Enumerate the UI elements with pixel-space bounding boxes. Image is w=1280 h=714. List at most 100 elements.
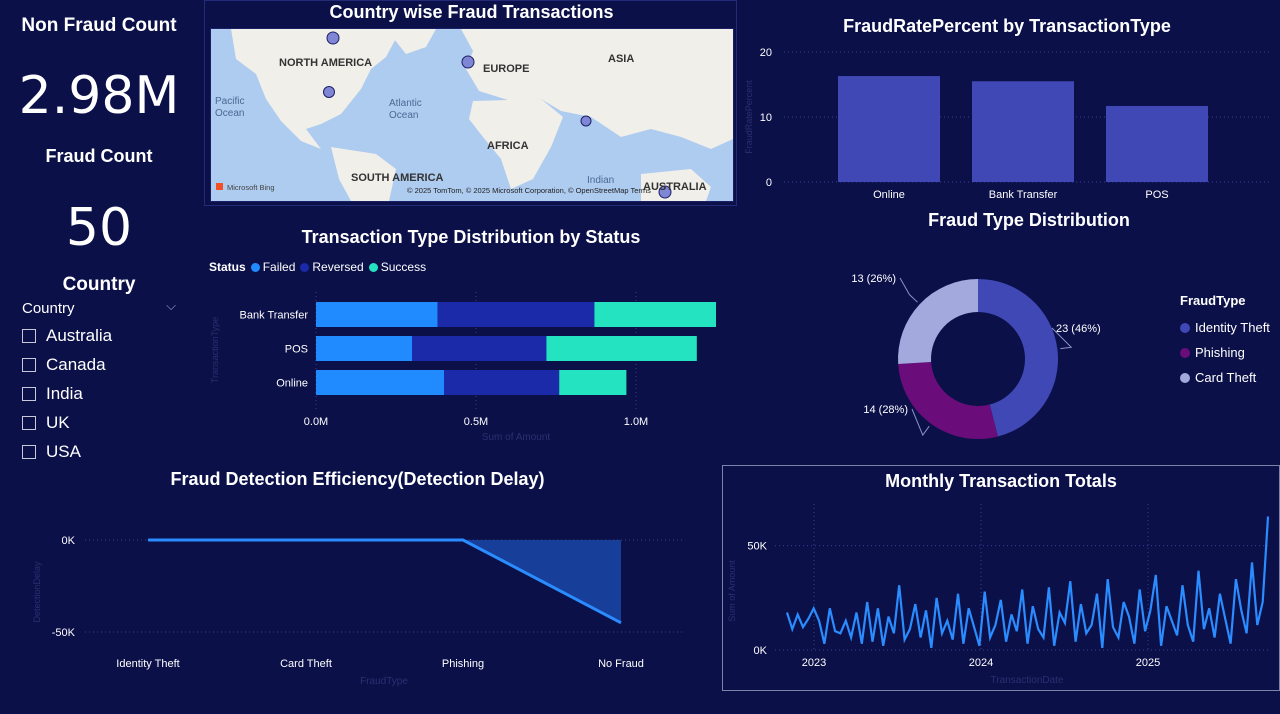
legend-identity-theft[interactable]: Identity Theft xyxy=(1180,315,1280,340)
map-label-indian: Indian xyxy=(587,175,614,186)
slicer-item-label: USA xyxy=(46,441,81,461)
legend-success-icon xyxy=(368,262,378,272)
legend-dot-icon xyxy=(1180,322,1190,333)
world-map[interactable]: NORTH AMERICA EUROPE ASIA AFRICA SOUTH A… xyxy=(211,29,733,201)
slicer-item-uk[interactable]: UK xyxy=(22,408,182,437)
map-point-india[interactable] xyxy=(580,115,592,127)
bar-segment[interactable] xyxy=(437,302,595,327)
legend-dot-icon xyxy=(1180,347,1190,358)
fraud-rate-chart[interactable]: 0 10 20 FraudRatePercent Online Bank Transfer… xyxy=(742,40,1272,205)
bing-logo-icon xyxy=(216,183,223,190)
fraud-rate-panel: FraudRatePercent by TransactionType 0 10 2… xyxy=(742,0,1272,205)
map-point-canada[interactable] xyxy=(326,31,340,45)
map-point-australia[interactable] xyxy=(658,185,672,199)
bar-segment[interactable] xyxy=(444,370,560,395)
leader-line xyxy=(911,408,930,437)
y-axis-label: FraudRatePercent xyxy=(744,80,754,154)
legend-dot-icon xyxy=(1180,372,1190,383)
map-attribution[interactable]: © 2025 TomTom, © 2025 Microsoft Corporat… xyxy=(407,186,651,195)
map-label-pacific: Pacific Ocean xyxy=(215,96,244,119)
checkbox-icon[interactable] xyxy=(22,415,36,430)
slicer-item-label: Australia xyxy=(46,325,113,345)
donut-slice[interactable] xyxy=(898,279,978,365)
donut-slice[interactable] xyxy=(898,361,998,439)
monthly-totals-chart[interactable]: 0K 50K Sum of Amount 2023 2024 2025 Transactio… xyxy=(723,496,1279,690)
y-tick-label: 0K xyxy=(62,535,76,547)
map-label-south-america: SOUTH AMERICA xyxy=(351,172,444,184)
legend-success[interactable]: Success xyxy=(380,260,427,274)
bar-segment[interactable] xyxy=(412,336,547,361)
y-tick-label: POS xyxy=(285,344,308,356)
type-status-title: Transaction Type Distribution by Status xyxy=(301,227,641,247)
series-line[interactable] xyxy=(148,538,622,625)
checkbox-icon[interactable] xyxy=(22,328,36,343)
detection-delay-chart[interactable]: 0K -50K DetectionDelay Identity Theft Card T… xyxy=(0,497,715,707)
leader-line xyxy=(1051,327,1073,350)
map-panel: Country wise Fraud Transactions NORTH AM… xyxy=(204,0,737,206)
x-tick-label: 2024 xyxy=(969,657,993,669)
x-tick-label: No Fraud xyxy=(598,658,644,670)
legend-title: Status xyxy=(209,260,246,274)
x-tick-label: 2025 xyxy=(1136,657,1160,669)
chevron-down-icon[interactable]: ⌵ xyxy=(166,298,176,313)
bar-segment[interactable] xyxy=(316,302,438,327)
fraud-type-donut[interactable]: 23 (46%) 14 (28%) 13 (26%) xyxy=(742,240,1172,450)
y-tick-label: 0K xyxy=(754,645,768,657)
detection-delay-panel: Fraud Detection Efficiency(Detection Del… xyxy=(0,462,715,707)
y-tick-label: Bank Transfer xyxy=(240,310,309,322)
slicer-item-label: India xyxy=(46,383,83,403)
bar-segment[interactable] xyxy=(316,336,412,361)
slicer-item-label: UK xyxy=(46,412,70,432)
checkbox-icon[interactable] xyxy=(22,386,36,401)
y-tick-label: Online xyxy=(276,378,308,390)
bar-segment[interactable] xyxy=(559,370,627,395)
map-canvas[interactable]: NORTH AMERICA EUROPE ASIA AFRICA SOUTH A… xyxy=(210,28,734,202)
bar[interactable] xyxy=(1106,105,1208,182)
map-point-uk[interactable] xyxy=(461,55,475,69)
y-axis-label: TransactionType xyxy=(210,317,220,383)
legend-phishing[interactable]: Phishing xyxy=(1180,340,1280,365)
data-label: 14 (28%) xyxy=(863,404,908,416)
series-line[interactable] xyxy=(785,516,1270,649)
slicer-item-canada[interactable]: Canada xyxy=(22,350,182,379)
map-label-africa: AFRICA xyxy=(487,140,529,152)
slicer-item-usa[interactable]: USA xyxy=(22,437,182,466)
checkbox-icon[interactable] xyxy=(22,357,36,372)
slicer-item-india[interactable]: India xyxy=(22,379,182,408)
slicer-item-australia[interactable]: Australia xyxy=(22,321,182,350)
legend-reversed[interactable]: Reversed xyxy=(312,260,364,274)
y-tick-label: 50K xyxy=(747,541,767,553)
x-axis-label: Sum of Amount xyxy=(482,432,551,443)
data-label: 23 (46%) xyxy=(1056,323,1101,335)
map-brand: Microsoft Bing xyxy=(227,183,275,192)
fraud-type-legend-title: FraudType xyxy=(1180,293,1246,308)
type-status-legend: Status Failed Reversed Success xyxy=(209,260,426,274)
country-slicer-title: Country xyxy=(62,274,136,295)
x-tick-label: 2023 xyxy=(802,657,826,669)
legend-reversed-icon xyxy=(300,262,310,272)
type-status-chart[interactable]: 0.0M 0.5M 1.0M Sum of Amount TransactionType… xyxy=(204,282,738,447)
bar-segment[interactable] xyxy=(546,336,697,361)
x-tick-label: Online xyxy=(873,189,905,201)
y-axis-label: DetectionDelay xyxy=(32,561,42,623)
map-point-usa[interactable] xyxy=(323,86,335,98)
bar-segment[interactable] xyxy=(316,370,444,395)
non-fraud-count-title: Non Fraud Count xyxy=(21,15,177,36)
bar[interactable] xyxy=(838,76,940,182)
x-axis-label: FraudType xyxy=(360,676,408,687)
donut-slice[interactable] xyxy=(978,279,1058,437)
country-slicer-header[interactable]: Country ⌵ xyxy=(22,298,178,320)
legend-label: Card Theft xyxy=(1195,370,1257,385)
country-slicer-header-label: Country xyxy=(22,300,75,317)
map-label-atlantic: Atlantic Ocean xyxy=(389,98,422,121)
map-label-europe: EUROPE xyxy=(483,63,529,75)
checkbox-icon[interactable] xyxy=(22,444,36,459)
bar-segment[interactable] xyxy=(594,302,716,327)
y-tick-label: 10 xyxy=(760,112,772,124)
legend-failed[interactable]: Failed xyxy=(262,260,296,274)
x-tick-label: 0.0M xyxy=(304,416,328,428)
type-status-panel: Transaction Type Distribution by Status … xyxy=(204,222,738,447)
legend-card-theft[interactable]: Card Theft xyxy=(1180,365,1280,390)
bar[interactable] xyxy=(972,81,1074,182)
x-tick-label: Card Theft xyxy=(280,658,332,670)
